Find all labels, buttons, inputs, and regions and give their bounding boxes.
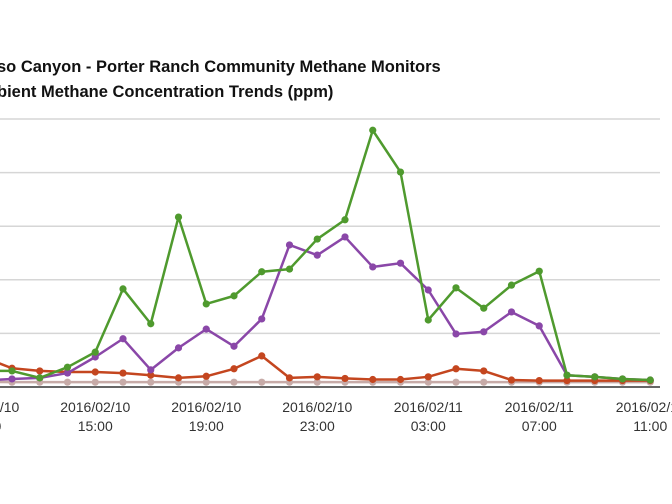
data-point bbox=[424, 373, 432, 381]
data-point bbox=[424, 316, 432, 324]
x-tick-time: 23:00 bbox=[300, 418, 335, 434]
data-point bbox=[258, 268, 266, 276]
data-point bbox=[119, 335, 127, 343]
data-point bbox=[507, 308, 516, 316]
data-point bbox=[147, 366, 155, 374]
series-0 bbox=[0, 378, 654, 386]
data-point bbox=[63, 369, 72, 377]
data-point bbox=[396, 168, 405, 176]
data-point bbox=[341, 216, 349, 224]
data-point bbox=[535, 267, 543, 275]
series-3 bbox=[0, 126, 654, 384]
data-point bbox=[369, 126, 377, 134]
data-point bbox=[174, 374, 183, 382]
data-point bbox=[341, 374, 349, 383]
data-point bbox=[313, 373, 321, 381]
data-point bbox=[452, 365, 460, 373]
data-point bbox=[36, 374, 44, 382]
x-tick-date: 2016/02/10 bbox=[171, 399, 241, 415]
data-point bbox=[396, 259, 405, 267]
data-point bbox=[119, 369, 127, 377]
data-point bbox=[369, 375, 377, 384]
data-point bbox=[646, 376, 654, 384]
data-point bbox=[480, 367, 488, 375]
data-point bbox=[285, 374, 294, 382]
data-point bbox=[230, 342, 238, 350]
data-point bbox=[174, 344, 183, 352]
x-tick-time: 11:00 bbox=[0, 418, 1, 434]
data-point bbox=[480, 378, 488, 386]
data-point bbox=[507, 281, 516, 289]
x-tick-date: 2016/02/11 bbox=[505, 399, 574, 415]
data-point bbox=[147, 320, 155, 328]
data-point bbox=[91, 378, 99, 386]
series-line bbox=[0, 129, 651, 382]
data-point bbox=[424, 286, 432, 294]
data-point bbox=[313, 235, 321, 243]
x-tick-time: 15:00 bbox=[78, 418, 113, 434]
data-point bbox=[480, 328, 488, 336]
data-point bbox=[452, 330, 460, 338]
data-point bbox=[369, 263, 377, 271]
data-point bbox=[230, 378, 238, 386]
x-tick-time: 03:00 bbox=[411, 418, 446, 434]
data-point bbox=[63, 363, 72, 371]
data-point bbox=[91, 368, 99, 376]
data-point bbox=[202, 300, 210, 308]
x-tick-labels: 2016/02/10 11:00 2016/02/10 15:00 2016/02/10… bbox=[0, 399, 672, 434]
data-point bbox=[147, 371, 155, 379]
data-point bbox=[563, 376, 571, 385]
chart-title: so Canyon - Porter Ranch Community Metha… bbox=[0, 58, 441, 76]
data-point bbox=[563, 371, 571, 379]
chart-subtitle: bient Methane Concentration Trends (ppm) bbox=[0, 83, 333, 101]
data-point bbox=[285, 265, 294, 273]
data-point bbox=[313, 378, 321, 386]
x-tick-time: 19:00 bbox=[189, 418, 224, 434]
x-tick-date: 2016/02/10 bbox=[282, 399, 352, 415]
data-point bbox=[452, 378, 460, 386]
data-point bbox=[313, 251, 321, 259]
gridlines bbox=[0, 118, 660, 335]
data-point bbox=[507, 376, 516, 384]
data-point bbox=[202, 378, 210, 386]
x-tick-date: 2016/02/11 bbox=[616, 399, 672, 415]
data-point bbox=[8, 375, 16, 383]
data-point bbox=[63, 378, 72, 386]
x-tick-time: 11:00 bbox=[633, 418, 667, 434]
data-point bbox=[618, 375, 627, 383]
series-2 bbox=[0, 233, 654, 384]
data-point bbox=[424, 378, 432, 386]
data-point bbox=[202, 325, 210, 333]
data-point bbox=[119, 378, 127, 386]
data-point bbox=[91, 348, 99, 356]
x-tick-date: 2016/02/10 bbox=[0, 399, 19, 415]
data-point bbox=[230, 365, 238, 373]
data-point bbox=[258, 315, 266, 323]
x-tick-time: 07:00 bbox=[522, 418, 557, 434]
data-point bbox=[147, 378, 155, 386]
data-point bbox=[285, 241, 294, 249]
x-tick-date: 2016/02/11 bbox=[394, 399, 463, 415]
x-tick-date: 2016/02/10 bbox=[60, 399, 130, 415]
data-point bbox=[535, 376, 543, 385]
data-point bbox=[452, 284, 460, 292]
data-point bbox=[230, 292, 238, 300]
data-point bbox=[8, 367, 16, 375]
data-point bbox=[480, 304, 488, 312]
data-point bbox=[535, 322, 543, 330]
data-point bbox=[258, 352, 266, 360]
data-point bbox=[341, 233, 349, 241]
series-group bbox=[0, 126, 654, 386]
data-point bbox=[258, 378, 266, 386]
data-point bbox=[174, 213, 183, 221]
data-point bbox=[36, 367, 44, 375]
data-point bbox=[202, 372, 210, 380]
data-point bbox=[396, 375, 405, 384]
data-point bbox=[119, 285, 127, 293]
data-point bbox=[591, 373, 599, 381]
